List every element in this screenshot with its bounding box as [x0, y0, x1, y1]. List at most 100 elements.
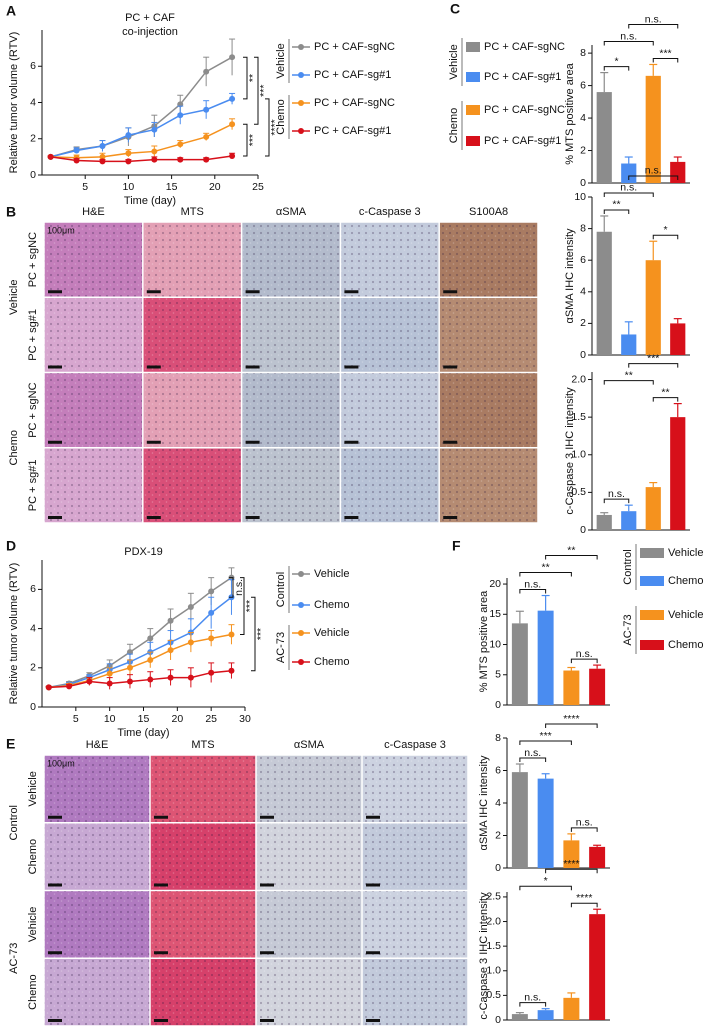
y-axis-label: c-Caspase 3 IHC intensity [478, 892, 490, 1020]
micrograph-texture [439, 448, 538, 523]
legend-label: PC + CAF-sg#1 [314, 69, 391, 81]
y-tick-label: 2 [495, 829, 501, 841]
micrograph-texture [44, 373, 143, 447]
scale-bar [48, 440, 62, 444]
micrograph-texture [439, 373, 538, 447]
data-point [208, 635, 215, 642]
significance-label: n.s. [524, 747, 541, 759]
legend-label: PC + CAF-sgNC [314, 97, 395, 109]
y-tick-label: 1.0 [486, 965, 501, 977]
bar [621, 511, 637, 530]
micrograph-texture [44, 298, 143, 372]
x-tick-label: 25 [252, 181, 264, 193]
scale-bar [146, 365, 161, 369]
significance-bracket [603, 498, 630, 504]
y-tick-label: 0 [580, 177, 586, 189]
bar [563, 840, 580, 868]
scale-bar [146, 440, 161, 444]
y-tick-label: 0.5 [486, 989, 501, 1001]
legend-marker [298, 571, 304, 577]
legend-swatch [640, 576, 664, 586]
significance-bracket [652, 397, 679, 402]
data-point [229, 95, 236, 102]
y-tick-label: 0 [495, 699, 501, 711]
data-point [203, 156, 210, 163]
y-tick-label: 0 [30, 701, 36, 713]
legend-label: Chemo [668, 575, 703, 587]
micrograph-texture [256, 823, 362, 890]
bar [563, 997, 580, 1020]
scale-bar [443, 440, 458, 444]
legend-label: Vehicle [314, 627, 349, 639]
scale-bar [48, 516, 62, 519]
x-tick-label: 15 [138, 713, 150, 725]
significance-bracket [628, 23, 679, 29]
data-point [151, 148, 158, 155]
significance-label: ** [542, 561, 550, 573]
significance-bracket [570, 902, 598, 908]
y-tick-label: 6 [580, 254, 586, 266]
significance-bracket [519, 1002, 547, 1007]
y-tick-label: 4 [580, 112, 586, 124]
bar [670, 417, 686, 530]
scale-bar [344, 440, 359, 444]
micrograph-texture [439, 222, 538, 297]
data-point [177, 141, 184, 148]
legend-group: Control [622, 549, 634, 584]
chart-title: PC + CAF [125, 12, 175, 24]
significance-label: * [614, 55, 618, 67]
significance-bracket [240, 577, 245, 635]
bar [589, 914, 606, 1020]
scale-bar [48, 951, 62, 955]
significance-label: n.s. [576, 817, 593, 829]
micrograph-texture [44, 823, 150, 890]
column-header: S100A8 [469, 206, 508, 218]
scale-bar [154, 883, 168, 887]
legend-swatch [640, 548, 664, 558]
scale-bar [146, 290, 161, 294]
significance-bracket [519, 740, 572, 745]
scale-bar [344, 516, 359, 519]
data-point [125, 158, 132, 165]
y-tick-label: 1.0 [571, 449, 586, 461]
significance-bracket [628, 363, 679, 368]
bar [645, 487, 661, 530]
bar [670, 323, 686, 355]
group-label: AC-73 [8, 943, 20, 974]
panel-label: C [450, 1, 460, 17]
y-tick-label: 0 [495, 1014, 501, 1026]
significance-bracket [519, 885, 572, 891]
x-tick-label: 10 [104, 713, 116, 725]
y-tick-label: 6 [30, 583, 36, 595]
legend-label: Vehicle [668, 609, 703, 621]
data-point [187, 639, 194, 646]
y-tick-label: 4 [580, 286, 586, 298]
row-label: PC + sgNC [27, 382, 39, 437]
legend-swatch [466, 72, 480, 82]
data-point [229, 121, 236, 128]
bar [670, 161, 686, 183]
data-point [66, 683, 73, 690]
y-tick-label: 2.0 [486, 915, 501, 927]
bar [621, 163, 637, 183]
significance-bracket [243, 123, 248, 157]
significance-bracket [229, 577, 234, 598]
x-tick-label: 20 [209, 181, 221, 193]
data-point [208, 609, 215, 616]
legend-label: PC + CAF-sg#1 [314, 125, 391, 137]
data-point [126, 664, 133, 671]
series-line [48, 669, 232, 689]
data-point [99, 158, 106, 165]
bar [563, 670, 580, 705]
y-axis-label: αSMA IHC intensity [478, 755, 490, 850]
bar [537, 610, 554, 705]
significance-label: **** [269, 119, 281, 135]
legend-swatch [640, 640, 664, 650]
micrograph-texture [362, 823, 468, 890]
scale-bar [260, 1019, 274, 1022]
significance-label: ** [625, 369, 633, 381]
micrograph-texture [44, 891, 150, 958]
significance-bracket [603, 40, 654, 46]
significance-label: n.s. [620, 30, 637, 42]
row-label: PC + sg#1 [27, 309, 39, 361]
